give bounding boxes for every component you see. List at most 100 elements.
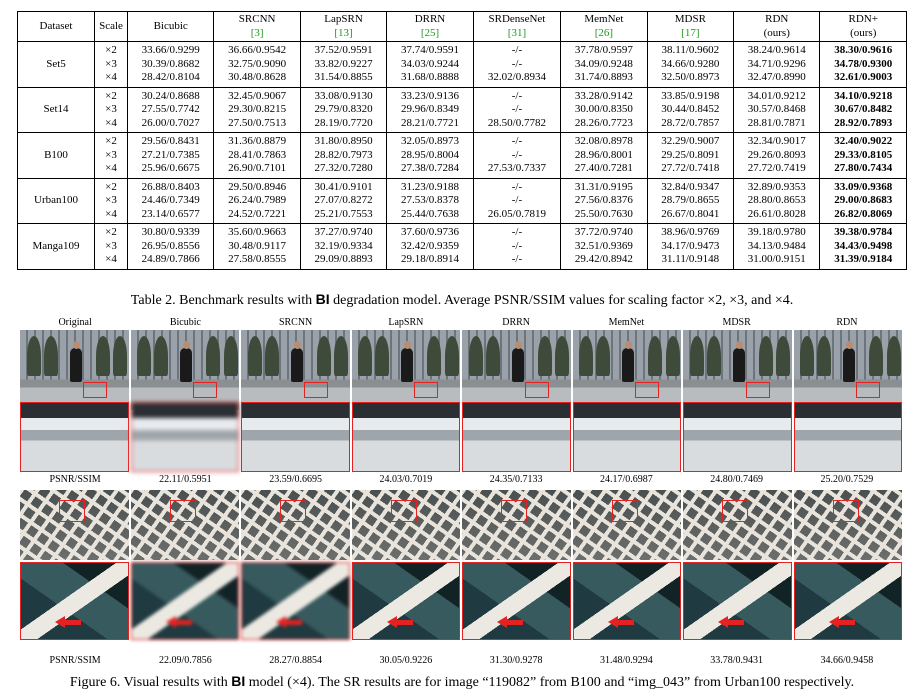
psnr-ssim-value: 27.40/0.7281 — [574, 162, 633, 174]
street-image — [793, 330, 902, 410]
psnr-ssim-value: 31.36/0.8879 — [228, 135, 287, 147]
psnr-ssim-value: 27.80/0.7434 — [834, 162, 893, 174]
psnr-ssim-value: 33.23/0.9136 — [400, 89, 459, 102]
psnr-ssim-value: 29.96/0.8349 — [400, 103, 459, 115]
result-cell: 38.30/0.9616 34.78/0.9300 32.61/0.9003 — [819, 41, 907, 88]
highlight-box — [82, 382, 107, 398]
person — [69, 341, 82, 382]
dataset-cell: Set14 — [17, 86, 95, 133]
method-label: DRRN — [502, 317, 531, 328]
person — [180, 341, 193, 382]
psnr-ssim-value: 27.55/0.7742 — [141, 103, 200, 115]
psnr-ssim-value: 27.21/0.7385 — [141, 148, 200, 161]
psnr-ssim-label: 24.03/0.7019 — [379, 474, 433, 485]
psnr-ssim-value: 26.61/0.8028 — [747, 207, 806, 220]
result-cell: 32.05/0.8973 28.95/0.8004 27.38/0.7284 — [386, 132, 474, 179]
result-cell: 30.24/0.8688 27.55/0.7742 26.00/0.7027 — [126, 86, 215, 133]
palm-tree — [375, 336, 390, 376]
result-cell: 32.29/0.9007 29.25/0.8091 27.72/0.7418 — [646, 132, 735, 179]
result-cell: 38.24/0.9614 34.71/0.9296 32.47/0.8990 — [733, 41, 821, 88]
psnr-ssim-value: 27.72/0.7419 — [747, 162, 806, 174]
psnr-ssim-value: 29.33/0.8105 — [834, 148, 893, 161]
red-arrow-icon — [497, 616, 524, 628]
grid-image — [683, 490, 792, 560]
red-arrow-icon — [828, 616, 855, 628]
psnr-ssim-value: 30.48/0.8628 — [228, 71, 287, 83]
result-cell: 31.31/0.9195 27.56/0.8376 25.50/0.7630 — [560, 177, 648, 224]
psnr-ssim-value: 39.38/0.9784 — [834, 226, 893, 238]
method-label: Original — [58, 317, 92, 328]
psnr-ssim-value: 30.24/0.8688 — [141, 89, 200, 102]
dataset-cell: B100 — [17, 132, 95, 179]
result-cell: 32.89/0.9353 28.80/0.8653 26.61/0.8028 — [733, 177, 821, 224]
scale-value: ×4 — [105, 116, 117, 129]
figure-row1-full — [20, 330, 902, 410]
scale-cell: ×2 ×3 ×4 — [94, 177, 128, 224]
psnr-ssim-value: 24.89/0.7866 — [141, 253, 200, 265]
psnr-ssim-value: 32.29/0.9007 — [661, 135, 720, 147]
column-header-ref: (ours) — [763, 26, 790, 39]
result-cell: -/- -/- 27.53/0.7337 — [472, 132, 562, 179]
result-cell: 26.88/0.8403 24.46/0.7349 23.14/0.6577 — [126, 177, 215, 224]
palm-tree — [648, 336, 663, 376]
psnr-ssim-value: 25.21/0.7553 — [314, 207, 373, 220]
palm-tree — [555, 336, 570, 376]
psnr-ssim-value: 29.26/0.8093 — [747, 148, 806, 161]
psnr-ssim-value: 27.38/0.7284 — [400, 162, 459, 174]
psnr-ssim-value: 34.03/0.9244 — [400, 57, 459, 70]
psnr-ssim-value: 28.41/0.7863 — [228, 148, 287, 161]
method-label: MDSR — [722, 317, 751, 328]
highlight-box — [722, 500, 749, 522]
result-cell: 34.01/0.9212 30.57/0.8468 28.81/0.7871 — [733, 86, 821, 133]
person — [290, 341, 303, 382]
column-header: MemNet [26] — [560, 11, 648, 42]
psnr-ssim-label: 22.09/0.7856 — [158, 655, 212, 666]
psnr-ssim-value: 28.50/0.7782 — [487, 116, 546, 129]
car-crop-image — [793, 402, 902, 472]
psnr-ssim-value: 30.48/0.9117 — [228, 239, 286, 252]
palm-tree — [776, 336, 791, 376]
psnr-ssim-value: 34.09/0.9248 — [574, 57, 633, 70]
psnr-ssim-value: 29.42/0.8942 — [574, 253, 633, 265]
psnr-ssim-value: 32.02/0.8934 — [487, 71, 546, 83]
psnr-ssim-value: 26.82/0.8069 — [834, 207, 893, 220]
table-row: Urban100 ×2 ×3 ×4 26.88/0.8403 24.46/0.7349 23… — [17, 177, 907, 224]
column-header-name: LapSRN — [324, 13, 363, 25]
palm-tree — [537, 336, 552, 376]
psnr-ssim-value: 31.31/0.9195 — [574, 180, 633, 193]
column-header-name: RDN — [765, 13, 789, 25]
scale-value: ×2 — [105, 89, 117, 102]
column-header: Dataset — [17, 11, 95, 42]
psnr-ssim-value: 31.54/0.8855 — [314, 71, 373, 83]
street-image — [572, 330, 681, 410]
psnr-ssim-value: 28.79/0.8655 — [661, 194, 720, 206]
psnr-ssim-value: 31.00/0.9151 — [747, 253, 806, 265]
beam-crop-image — [20, 562, 129, 640]
highlight-box — [524, 382, 549, 398]
result-cell: 33.66/0.9299 30.39/0.8682 28.42/0.8104 — [126, 41, 215, 88]
psnr-ssim-value: 38.11/0.9602 — [661, 44, 720, 56]
psnr-ssim-label: 24.80/0.7469 — [710, 474, 764, 485]
result-cell: 32.84/0.9347 28.79/0.8655 26.67/0.8041 — [646, 177, 735, 224]
result-cell: 32.45/0.9067 29.30/0.8215 27.50/0.7513 — [213, 86, 301, 133]
beam-crop-image — [241, 562, 350, 640]
result-cell: 37.27/0.9740 32.19/0.9334 29.09/0.8893 — [299, 223, 388, 270]
highlight-box — [856, 382, 881, 398]
psnr-ssim-value: -/- — [511, 148, 523, 161]
psnr-ssim-value: 30.41/0.9101 — [314, 180, 373, 193]
result-cell: 33.08/0.9130 29.79/0.8320 28.19/0.7720 — [299, 86, 388, 133]
psnr-ssim-value: 38.24/0.9614 — [747, 44, 806, 56]
street-image — [462, 330, 571, 410]
psnr-ssim-value: 32.05/0.8973 — [400, 135, 459, 147]
psnr-ssim-label: 22.11/0.5951 — [159, 474, 212, 485]
psnr-ssim-value: 30.39/0.8682 — [141, 57, 200, 70]
palm-tree — [206, 336, 221, 376]
red-arrow-icon — [386, 616, 413, 628]
psnr-ssim-value: 32.89/0.9353 — [747, 180, 806, 193]
column-header-ref: [25] — [420, 26, 440, 39]
psnr-ssim-value: 27.53/0.8378 — [400, 194, 459, 206]
street-image — [20, 330, 129, 410]
psnr-ssim-label: 24.35/0.7133 — [489, 474, 543, 485]
psnr-ssim-label: 30.05/0.9226 — [379, 655, 433, 666]
figure-row2-crop — [20, 562, 902, 640]
